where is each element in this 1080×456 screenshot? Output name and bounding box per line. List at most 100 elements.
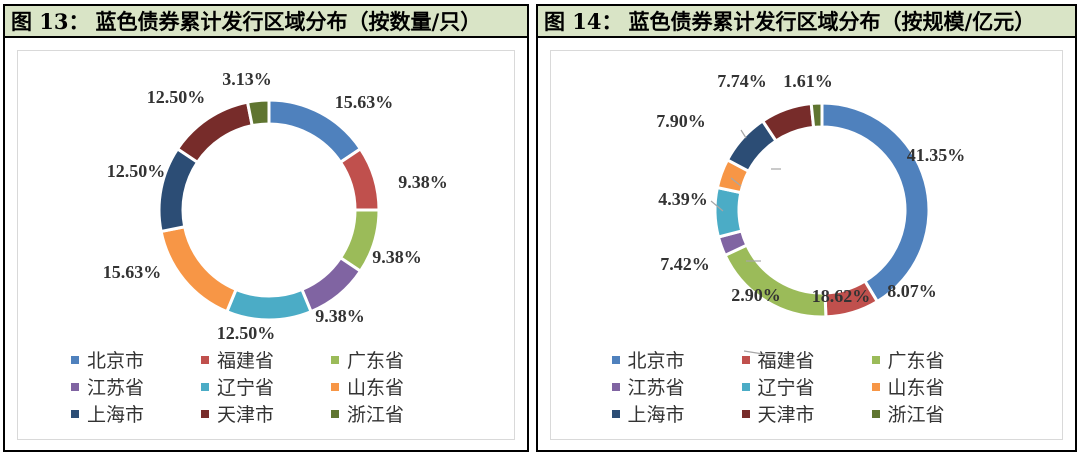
legend-item-辽宁省: 辽宁省 [201, 374, 331, 399]
chart-legend: 北京市 福建省 广东省江苏省 辽宁省 山东省上海市 天津市 浙江省 [551, 347, 1062, 426]
legend-label: 江苏省 [627, 377, 685, 399]
legend-label: 北京市 [627, 350, 685, 372]
legend-item-浙江省: 浙江省 [871, 401, 1002, 426]
slice-广东省 [723, 243, 828, 319]
legend-item-上海市: 上海市 [71, 401, 201, 426]
data-label-辽宁省: 7.42% [660, 254, 710, 274]
leader-line [740, 129, 747, 139]
legend-item-浙江省: 浙江省 [331, 401, 461, 426]
legend-swatch [871, 355, 880, 364]
leader-line [743, 350, 777, 357]
legend-label: 辽宁省 [757, 377, 815, 399]
legend-label: 北京市 [87, 350, 145, 372]
data-label-天津市: 12.50% [147, 87, 206, 107]
data-label-天津市: 7.74% [717, 71, 767, 91]
slice-江苏省 [299, 255, 363, 314]
data-label-浙江省: 3.13% [222, 69, 272, 89]
leader-line [710, 200, 724, 212]
data-label-北京市: 15.63% [335, 92, 394, 112]
data-label-山东省: 4.39% [658, 189, 708, 209]
chart-area: 41.35% 8.07% 18.62% 2.90% 7.42% 4.39% 7.90% 7.7… [550, 50, 1063, 440]
legend-swatch [201, 382, 209, 391]
legend-swatch [71, 382, 79, 391]
legend-label: 上海市 [627, 404, 685, 426]
legend-swatch [611, 409, 620, 418]
figure-label: 图 13： [11, 9, 90, 34]
legend-label: 山东省 [347, 377, 405, 399]
figure-label: 图 14： [544, 9, 623, 34]
donut-chart: 41.35% 8.07% 18.62% 2.90% 7.42% 4.39% 7.90% 7.7… [656, 71, 966, 357]
donut-chart: 15.63% 9.38% 9.38% 9.38% 12.50% 15.63% 12.50% 1… [103, 69, 448, 343]
slice-辽宁省 [713, 185, 744, 239]
slice-浙江省 [809, 101, 824, 130]
data-label-北京市: 41.35% [907, 145, 966, 165]
legend-label: 上海市 [87, 404, 145, 426]
legend-swatch [741, 409, 750, 418]
legend-swatch [71, 409, 79, 418]
legend-item-广东省: 广东省 [331, 347, 461, 372]
legend-swatch [331, 382, 339, 391]
legend-swatch [871, 382, 880, 391]
chart-title: 蓝色债券累计发行区域分布（按数量/只） [95, 9, 482, 34]
legend-label: 辽宁省 [217, 377, 275, 399]
slice-北京市 [820, 101, 931, 304]
data-label-上海市: 7.90% [656, 111, 706, 131]
legend-swatch [201, 409, 209, 418]
chart-title-bar: 图 13： 蓝色债券累计发行区域分布（按数量/只） [5, 6, 527, 38]
legend-item-广东省: 广东省 [871, 347, 1002, 372]
data-label-广东省: 9.38% [372, 247, 422, 267]
legend-label: 福建省 [757, 350, 815, 372]
legend-swatch [611, 355, 620, 364]
chart-area: 15.63% 9.38% 9.38% 9.38% 12.50% 15.63% 12.50% 1… [17, 50, 515, 440]
legend-swatch [871, 409, 880, 418]
legend-swatch [741, 382, 750, 391]
data-label-上海市: 12.50% [107, 161, 166, 181]
data-label-福建省: 9.38% [398, 172, 448, 192]
legend-label: 天津市 [757, 404, 815, 426]
legend-label: 天津市 [217, 404, 275, 426]
legend-item-北京市: 北京市 [611, 347, 742, 372]
legend-item-福建省: 福建省 [741, 347, 872, 372]
legend-item-福建省: 福建省 [201, 347, 331, 372]
chart-legend: 北京市 福建省 广东省江苏省 辽宁省 山东省上海市 天津市 浙江省 [18, 347, 514, 426]
chart-title: 蓝色债券累计发行区域分布（按规模/亿元） [628, 9, 1036, 34]
legend-item-江苏省: 江苏省 [71, 374, 201, 399]
leader-line [730, 177, 742, 187]
legend-swatch [741, 355, 750, 364]
slice-浙江省 [245, 98, 271, 128]
legend-item-辽宁省: 辽宁省 [741, 374, 872, 399]
legend-item-山东省: 山东省 [331, 374, 461, 399]
legend-swatch [611, 382, 620, 391]
legend-swatch [71, 355, 79, 364]
chart-panel-scale: 图 14： 蓝色债券累计发行区域分布（按规模/亿元） 41.35% 8.07% 18… [536, 4, 1077, 452]
data-label-江苏省: 9.38% [315, 306, 365, 326]
legend-label: 山东省 [887, 377, 945, 399]
chart-panel-quantity: 图 13： 蓝色债券累计发行区域分布（按数量/只） 15.63% 9.38% 9.3… [3, 4, 529, 452]
chart-title-bar: 图 14： 蓝色债券累计发行区域分布（按规模/亿元） [538, 6, 1075, 38]
data-label-江苏省: 2.90% [731, 285, 781, 305]
legend-swatch [201, 355, 209, 364]
data-label-山东省: 15.63% [103, 262, 162, 282]
legend-item-天津市: 天津市 [201, 401, 331, 426]
legend-label: 江苏省 [87, 377, 145, 399]
legend-item-江苏省: 江苏省 [611, 374, 742, 399]
legend-label: 浙江省 [887, 404, 945, 426]
slice-山东省 [159, 224, 239, 314]
data-label-辽宁省: 12.50% [217, 323, 276, 343]
legend-label: 浙江省 [347, 404, 405, 426]
legend-swatch [331, 355, 339, 364]
legend-label: 广东省 [347, 350, 405, 372]
legend-label: 广东省 [887, 350, 945, 372]
slice-辽宁省 [224, 287, 314, 322]
legend-item-上海市: 上海市 [611, 401, 742, 426]
data-label-福建省: 8.07% [887, 281, 937, 301]
legend-label: 福建省 [217, 350, 275, 372]
data-label-浙江省: 1.61% [783, 71, 833, 91]
data-label-广东省: 18.62% [812, 286, 871, 306]
legend-swatch [331, 409, 339, 418]
legend-item-北京市: 北京市 [71, 347, 201, 372]
legend-item-天津市: 天津市 [741, 401, 872, 426]
slice-福建省 [338, 146, 381, 212]
slice-天津市 [175, 100, 254, 165]
legend-item-山东省: 山东省 [871, 374, 1002, 399]
